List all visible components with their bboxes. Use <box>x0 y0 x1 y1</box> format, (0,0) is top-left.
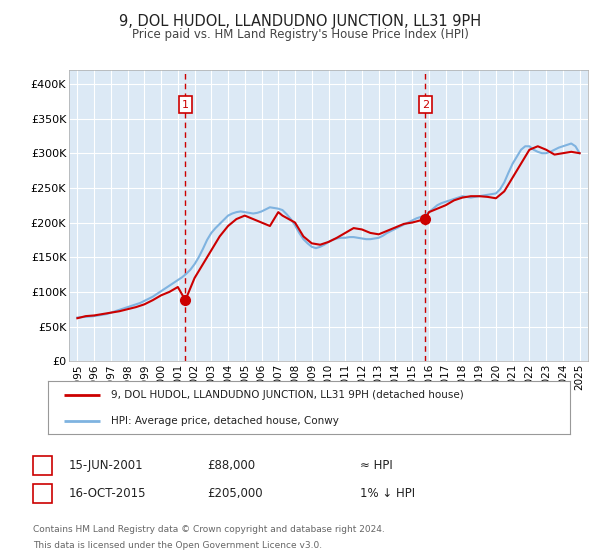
Text: 2: 2 <box>422 100 429 110</box>
Text: Price paid vs. HM Land Registry's House Price Index (HPI): Price paid vs. HM Land Registry's House … <box>131 28 469 41</box>
Text: 9, DOL HUDOL, LLANDUDNO JUNCTION, LL31 9PH (detached house): 9, DOL HUDOL, LLANDUDNO JUNCTION, LL31 9… <box>110 390 463 400</box>
Text: 2: 2 <box>39 487 46 501</box>
Text: 1: 1 <box>182 100 189 110</box>
Text: 1: 1 <box>39 459 46 473</box>
Text: Contains HM Land Registry data © Crown copyright and database right 2024.: Contains HM Land Registry data © Crown c… <box>33 525 385 534</box>
Text: 1% ↓ HPI: 1% ↓ HPI <box>360 487 415 501</box>
Text: £205,000: £205,000 <box>207 487 263 501</box>
Text: 15-JUN-2001: 15-JUN-2001 <box>69 459 143 473</box>
Text: 16-OCT-2015: 16-OCT-2015 <box>69 487 146 501</box>
Text: 9, DOL HUDOL, LLANDUDNO JUNCTION, LL31 9PH: 9, DOL HUDOL, LLANDUDNO JUNCTION, LL31 9… <box>119 14 481 29</box>
Text: £88,000: £88,000 <box>207 459 255 473</box>
Text: This data is licensed under the Open Government Licence v3.0.: This data is licensed under the Open Gov… <box>33 542 322 550</box>
Text: HPI: Average price, detached house, Conwy: HPI: Average price, detached house, Conw… <box>110 416 338 426</box>
Text: ≈ HPI: ≈ HPI <box>360 459 393 473</box>
